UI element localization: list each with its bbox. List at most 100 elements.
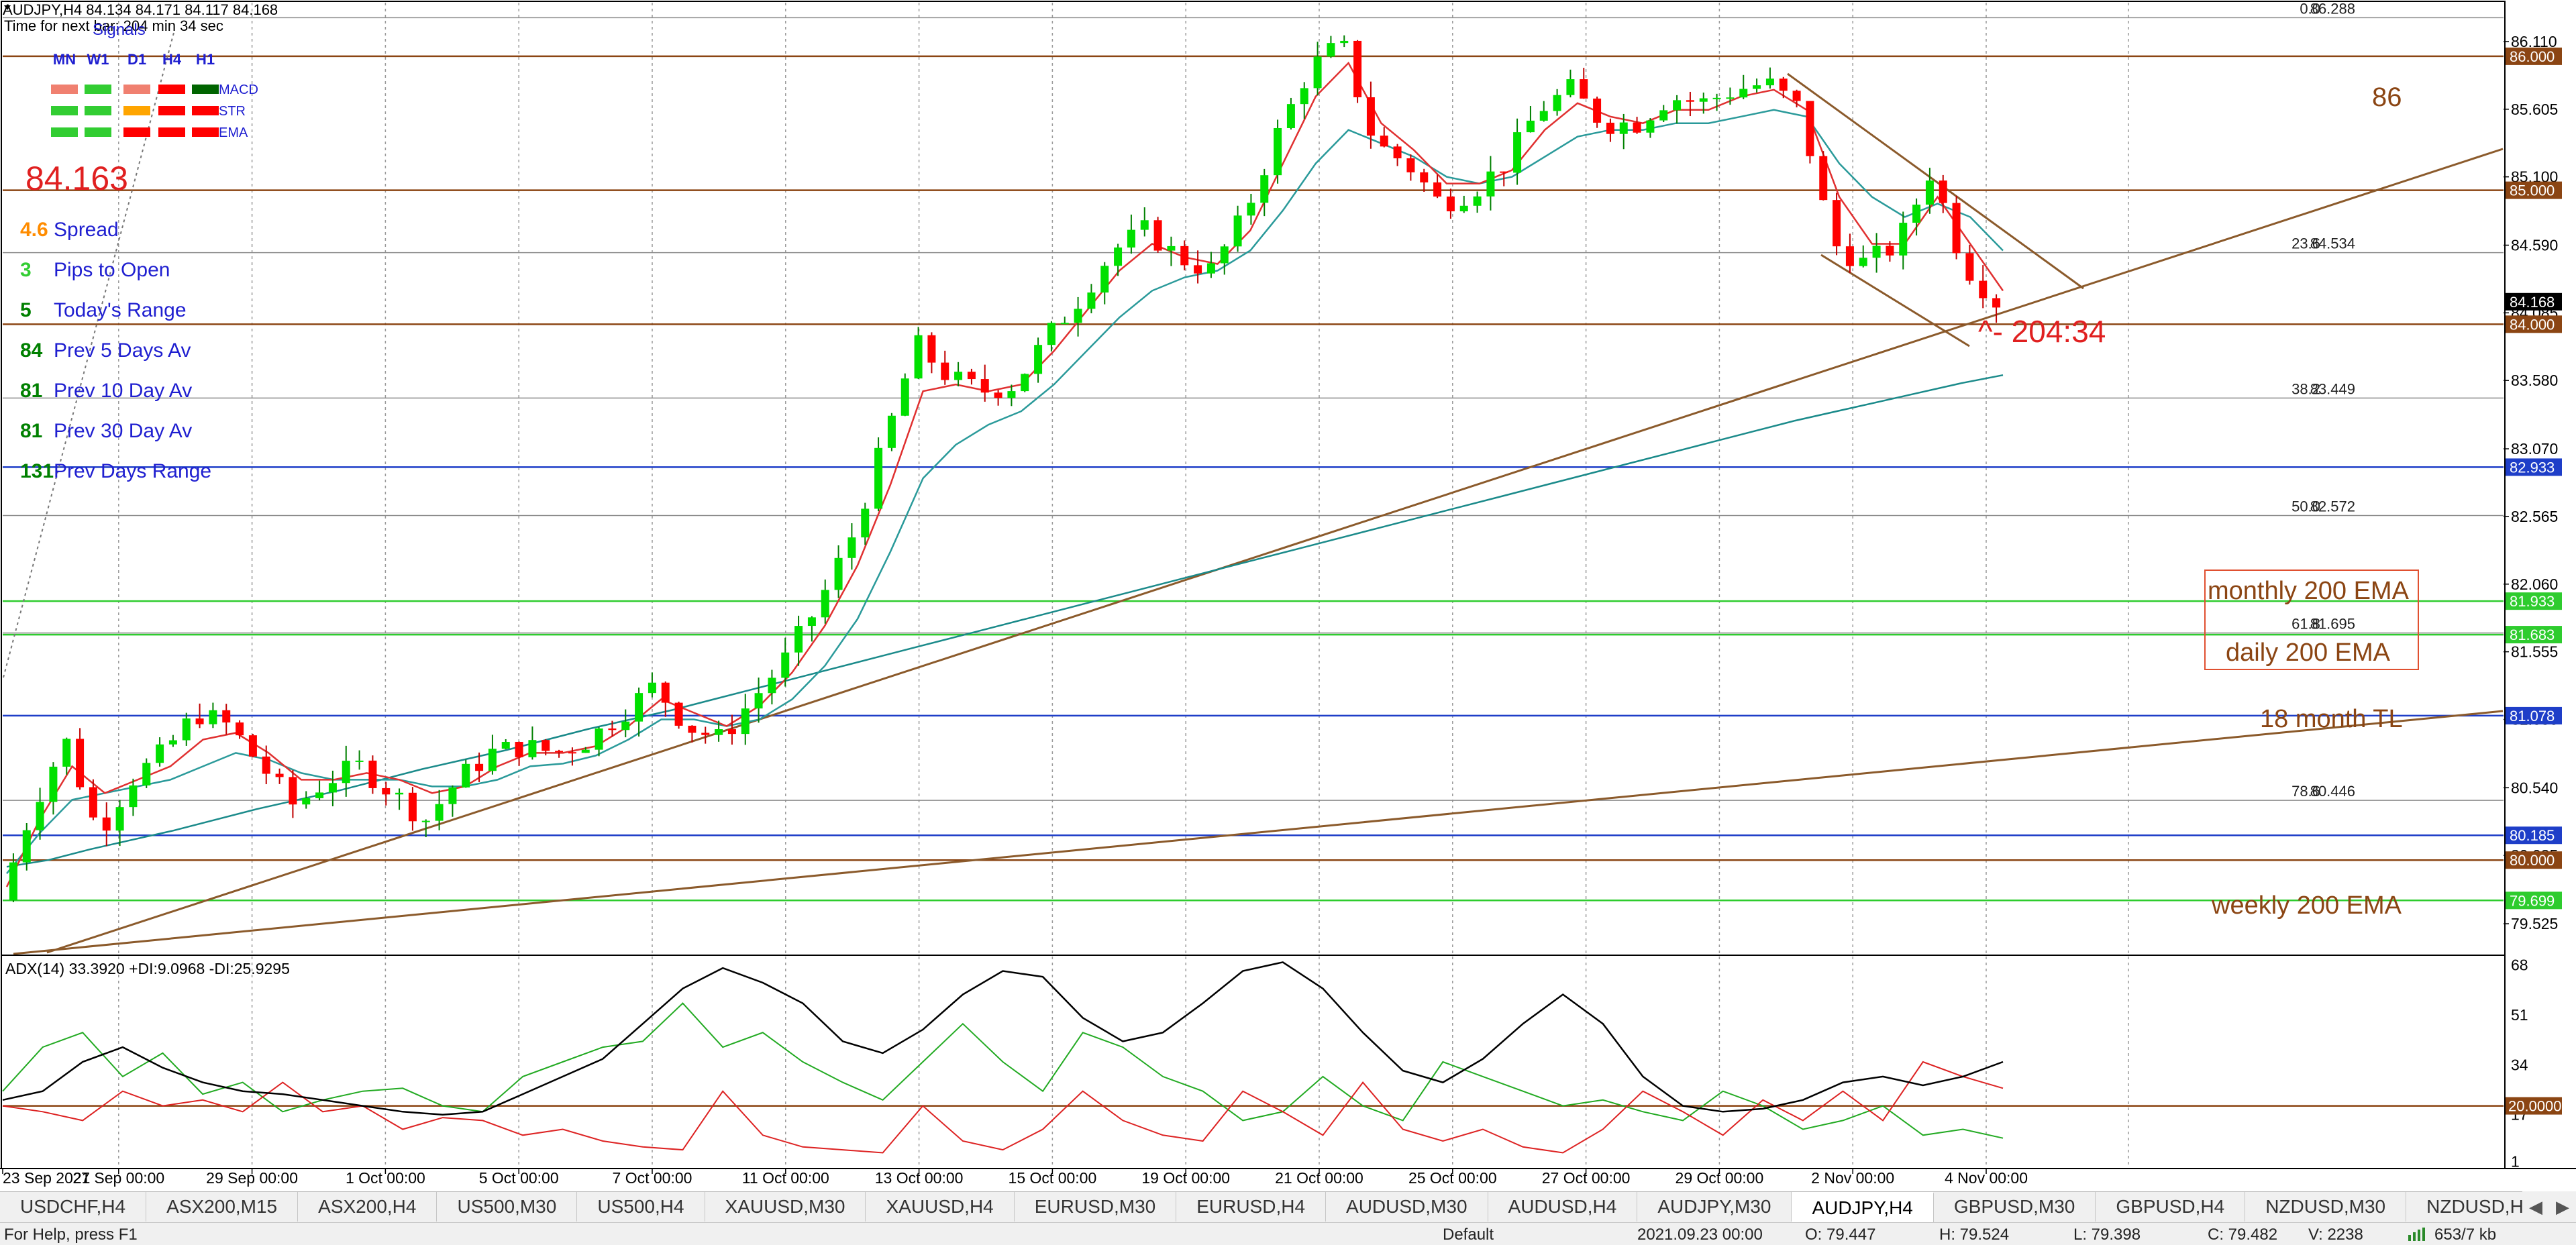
candle-bull[interactable] [861,508,870,538]
candle-bull[interactable] [1260,175,1269,203]
candle-bear[interactable] [1886,246,1894,256]
trendline-short-term[interactable] [46,148,2504,954]
candle-bear[interactable] [408,792,417,822]
candle-bull[interactable] [621,721,630,730]
candle-bull[interactable] [1087,292,1096,309]
candle-bull[interactable] [1220,246,1229,264]
candle-bear[interactable] [1353,40,1362,98]
candle-bull[interactable] [781,652,790,678]
candle-bear[interactable] [608,728,617,730]
candle-bear[interactable] [1952,203,1961,254]
candle-bear[interactable] [1500,171,1508,173]
candle-bull[interactable] [1553,95,1561,111]
candle-bull[interactable] [1206,263,1215,274]
candle-bull[interactable] [315,792,324,798]
candle-bear[interactable] [248,735,257,757]
candle-bull[interactable] [1726,97,1735,99]
candle-bull[interactable] [1313,56,1322,89]
connection-status-icon[interactable] [2408,1227,2430,1242]
candle-bull[interactable] [49,766,58,802]
candle-bear[interactable] [76,739,85,788]
candle-bull[interactable] [462,763,470,788]
candle-bear[interactable] [1420,172,1429,182]
candle-bull[interactable] [328,783,337,793]
candle-bear[interactable] [368,760,377,788]
candle-bull[interactable] [768,678,776,694]
candle-bull[interactable] [355,760,364,762]
candle-bear[interactable] [382,788,391,795]
candle-bull[interactable] [1247,203,1255,216]
candle-bull[interactable] [342,761,350,783]
candle-bear[interactable] [1180,246,1189,266]
symbol-tab[interactable]: GBPUSD,M30 [1934,1192,2096,1222]
candle-bear[interactable] [555,751,564,753]
candle-bear[interactable] [967,372,976,380]
candle-bull[interactable] [1739,89,1748,98]
candle-bull[interactable] [648,682,656,694]
candle-bull[interactable] [1526,120,1535,133]
candle-bear[interactable] [195,718,204,724]
candle-bull[interactable] [395,792,404,795]
candle-bear[interactable] [236,722,244,736]
candle-bull[interactable] [1513,132,1522,173]
symbol-tab[interactable]: ASX200,M15 [146,1192,299,1222]
candle-bear[interactable] [1845,246,1854,266]
candle-bull[interactable] [1060,323,1069,325]
candle-bull[interactable] [209,710,217,724]
candle-bull[interactable] [156,744,164,763]
candle-bear[interactable] [475,763,484,771]
candle-bear[interactable] [1393,146,1402,159]
candle-bull[interactable] [1899,223,1908,256]
candle-bull[interactable] [1712,97,1721,99]
symbol-tab[interactable]: NZDUSD,H4 [2406,1192,2555,1222]
candle-bear[interactable] [275,773,284,777]
candle-bear[interactable] [89,787,97,818]
candle-bear[interactable] [102,817,111,831]
candle-bull[interactable] [1566,79,1575,95]
candle-bear[interactable] [1446,196,1455,212]
symbol-tab[interactable]: ASX200,H4 [298,1192,437,1222]
candle-bear[interactable] [1433,182,1442,197]
candle-bull[interactable] [954,372,963,380]
candle-bull[interactable] [635,693,643,722]
candle-bear[interactable] [1580,79,1588,99]
candle-bull[interactable] [302,798,311,805]
candle-bull[interactable] [1872,246,1881,258]
candle-bull[interactable] [1114,247,1123,266]
candles[interactable] [9,35,2001,902]
symbol-tab[interactable]: GBPUSD,H4 [2096,1192,2246,1222]
symbol-tab[interactable]: AUDJPY,H4 [1792,1192,1934,1223]
channel-lower-line[interactable] [1820,254,1970,347]
candle-bear[interactable] [1819,156,1828,201]
candle-bull[interactable] [1007,391,1016,398]
candle-bull[interactable] [1100,266,1109,293]
candle-bull[interactable] [168,740,177,745]
tab-scroll-right-button[interactable]: ▶ [2549,1191,2576,1222]
candle-bull[interactable] [821,590,829,618]
candle-bear[interactable] [1153,220,1162,251]
chart-header-dropdown-icon[interactable] [4,5,11,10]
symbol-tab[interactable]: AUDJPY,M30 [1637,1192,1792,1222]
candle-bull[interactable] [1659,110,1668,121]
candle-bull[interactable] [435,804,444,821]
candle-bull[interactable] [715,729,723,735]
candle-bull[interactable] [794,626,803,653]
candle-bull[interactable] [847,537,856,558]
candle-bear[interactable] [927,335,936,363]
candle-bull[interactable] [1274,127,1282,176]
symbol-tab[interactable]: AUDUSD,M30 [1326,1192,1488,1222]
candle-bull[interactable] [1074,309,1082,323]
candle-bull[interactable] [1925,180,1934,205]
candle-bear[interactable] [542,740,550,751]
candle-bear[interactable] [1806,101,1814,156]
candle-bull[interactable] [142,763,151,786]
candle-bull[interactable] [182,718,191,741]
symbol-tab[interactable]: USDCHF,H4 [0,1192,147,1222]
candle-bull[interactable] [1140,220,1149,230]
candle-bear[interactable] [1633,122,1641,133]
candle-bull[interactable] [741,708,750,735]
candle-bull[interactable] [528,740,537,757]
candle-bull[interactable] [1539,111,1548,121]
candle-bear[interactable] [688,725,697,733]
candle-bear[interactable] [1606,122,1614,134]
